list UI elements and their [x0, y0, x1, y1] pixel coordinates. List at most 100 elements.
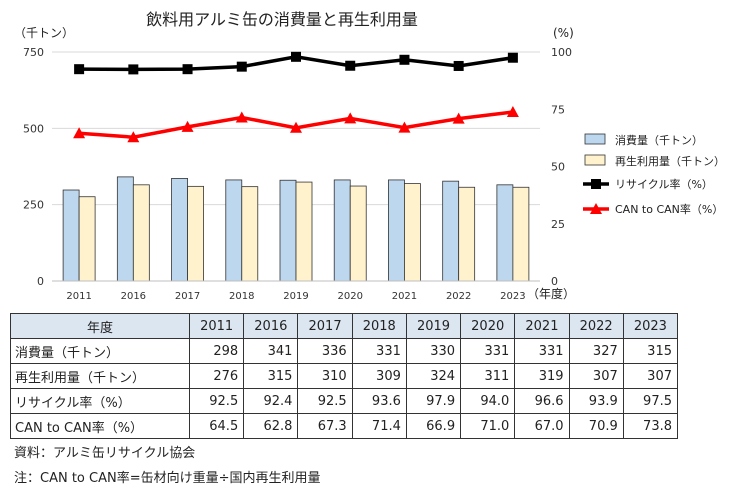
bar: [187, 185, 204, 282]
bar: [458, 186, 476, 282]
table-year-header: 2016: [243, 313, 299, 339]
table-year-header: 2023: [622, 313, 679, 339]
line-point-marker: [236, 61, 247, 72]
x-tick-label: 2018: [229, 291, 254, 302]
x-tick-label: 2019: [283, 291, 308, 302]
x-tick-label: 2017: [175, 291, 200, 302]
x-tick-label: 2016: [121, 291, 146, 302]
line-point-marker: [182, 64, 193, 75]
table-row-label: 消費量（千トン）: [10, 338, 190, 364]
table-year-header: 2018: [351, 313, 407, 339]
formula-note: 注：CAN to CAN率=缶材向け重量÷国内再生利用量: [14, 471, 321, 486]
chart-title: 飲料用アルミ缶の消費量と再生利用量: [146, 10, 418, 29]
table-cell: 331: [351, 338, 407, 364]
line-point-marker: [235, 111, 248, 123]
table-cell: 319: [514, 363, 570, 389]
table-header-label: 年度: [10, 313, 190, 339]
table-cell: 315: [622, 338, 679, 364]
table-year-header: 2022: [568, 313, 624, 339]
table-row-label: 再生利用量（千トン）: [10, 363, 190, 389]
bar: [496, 184, 514, 282]
left-tick-label: 0: [37, 275, 44, 288]
table-year-header: 2017: [297, 313, 353, 339]
line-point-marker: [506, 105, 519, 117]
line-point-marker: [291, 51, 301, 62]
table-cell: 331: [460, 338, 516, 364]
line-point-marker: [452, 112, 465, 124]
right-tick-label: 50: [551, 161, 565, 174]
table-row: CAN to CAN率（%） 64.5 62.8 67.3 71.4 66.9 71.0 67…: [10, 413, 679, 439]
bar: [132, 184, 150, 282]
table-cell: 62.8: [243, 413, 299, 439]
table-cell: 92.5: [297, 388, 353, 414]
bar: [388, 179, 405, 282]
bars: [62, 176, 530, 282]
right-tick-label: 25: [551, 218, 565, 231]
table-cell: 97.5: [622, 388, 679, 414]
line-point-marker: [290, 121, 302, 133]
table-cell: 93.9: [568, 388, 624, 414]
bar: [78, 196, 96, 282]
legend-label: 消費量（千トン）: [615, 133, 703, 147]
legend-swatch: [584, 154, 606, 166]
x-tick-label: 2021: [392, 291, 417, 302]
table-cell: 93.6: [351, 388, 407, 414]
table-cell: 327: [568, 338, 624, 364]
table-row: リサイクル率（%） 92.5 92.4 92.5 93.6 97.9 94.0 96.6 93.…: [10, 388, 679, 414]
chart: 飲料用アルミ缶の消費量と再生利用量 （千トン） (%) （年度） 7505002…: [14, 10, 725, 302]
table-cell: 70.9: [568, 413, 624, 439]
table-cell: 96.6: [514, 388, 570, 414]
line-point-marker: [127, 131, 140, 143]
table-cell: 341: [243, 338, 299, 364]
table-cell: 71.4: [351, 413, 407, 439]
table-cell: 67.3: [297, 413, 353, 439]
table-cell: 66.9: [405, 413, 462, 439]
line-point-marker: [344, 112, 357, 124]
bar: [225, 179, 243, 282]
right-tick-label: 75: [551, 103, 565, 116]
bar: [333, 179, 351, 282]
line-point-marker: [73, 127, 86, 139]
table-cell: 298: [188, 338, 245, 364]
table-cell: 310: [297, 363, 353, 389]
data-table: 年度 2011 2016 2017 2018 2019 2020 2021 2022 2023 …: [10, 313, 679, 439]
x-tick-label: 2020: [337, 291, 362, 302]
bar: [295, 181, 313, 282]
legend-marker: [591, 179, 601, 189]
legend-marker: [590, 203, 602, 214]
table-cell: 336: [297, 338, 353, 364]
table-cell: 331: [514, 338, 570, 364]
line-point-marker: [399, 54, 410, 65]
right-tick-label: 0: [551, 275, 558, 288]
table-row-label: CAN to CAN率（%）: [10, 413, 190, 439]
table-cell: 307: [568, 363, 624, 389]
table-cell: 94.0: [460, 388, 516, 414]
legend-swatch: [584, 133, 606, 145]
table-header-row: 年度 2011 2016 2017 2018 2019 2020 2021 2022 2023: [10, 313, 679, 339]
x-tick-label: 2011: [66, 291, 91, 302]
legend: 消費量（千トン） 再生利用量（千トン） リサイクル率（%） CAN to CAN率（%…: [583, 133, 725, 216]
bar: [512, 186, 530, 282]
table-cell: 97.9: [405, 388, 462, 414]
table-cell: 73.8: [622, 413, 679, 439]
table-year-header: 2011: [188, 313, 245, 339]
left-tick-label: 250: [23, 199, 44, 212]
line-point-marker: [74, 64, 85, 75]
left-tick-label: 750: [23, 46, 44, 59]
x-axis-unit: （年度）: [527, 286, 575, 301]
table-cell: 64.5: [188, 413, 245, 439]
table-year-header: 2021: [514, 313, 570, 339]
right-tick-label: 100: [551, 46, 572, 59]
legend-label: リサイクル率（%）: [615, 177, 713, 191]
right-axis-unit: (%): [553, 26, 574, 40]
left-axis-unit: （千トン）: [14, 26, 74, 40]
bar: [279, 179, 297, 282]
x-tick-label: 2022: [446, 291, 471, 302]
bar: [442, 180, 460, 282]
bar: [349, 185, 367, 282]
line-point-marker: [398, 121, 411, 133]
lines: [73, 51, 519, 143]
x-tick-label: 2023: [500, 291, 525, 302]
line-point-marker: [345, 60, 356, 71]
